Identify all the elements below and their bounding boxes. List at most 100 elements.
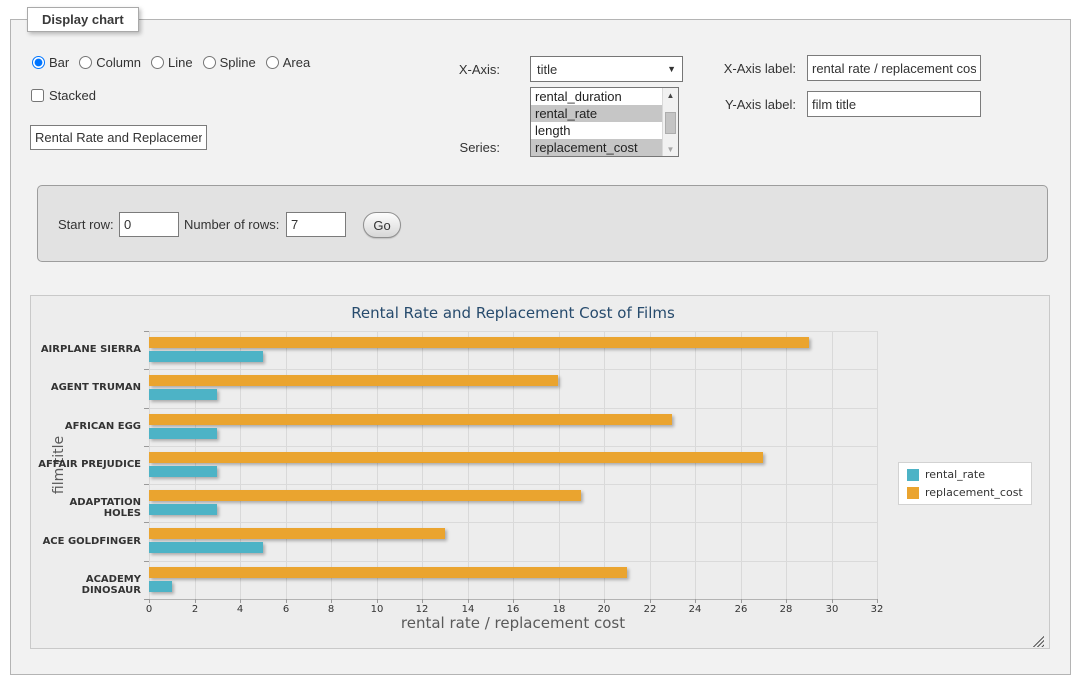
bar-rental_rate (149, 351, 263, 362)
x-tick-mark (195, 599, 196, 603)
y-axis-label-input[interactable] (807, 91, 981, 117)
chart-type-radio-line[interactable] (151, 56, 165, 69)
stacked-row: Stacked (31, 88, 96, 103)
gridline-x (786, 331, 787, 599)
scroll-up-icon[interactable]: ▲ (666, 90, 675, 100)
scrollbar-thumb[interactable] (665, 112, 676, 134)
chart-type-radio-bar[interactable] (32, 56, 45, 69)
category-label: AGENT TRUMAN (50, 382, 141, 394)
gridline-x (377, 331, 378, 599)
x-axis-label-field-label: X-Axis label: (723, 61, 796, 76)
x-tick-label: 8 (327, 604, 335, 615)
series-scrollbar[interactable]: ▲ ▼ (662, 88, 678, 156)
legend-item-rental_rate[interactable]: rental_rate (907, 468, 1023, 481)
gridline-x (422, 331, 423, 599)
x-tick-mark (331, 599, 332, 603)
x-axis-select[interactable]: title ▼ (530, 56, 683, 82)
category-label: AIRPLANE SIERRA (40, 344, 141, 356)
chart-container: Rental Rate and Replacement Cost of Film… (30, 295, 1050, 649)
scroll-down-icon[interactable]: ▼ (666, 144, 675, 154)
x-tick-mark (786, 599, 787, 603)
chart-title-input[interactable] (30, 125, 207, 150)
gridline-y (149, 369, 877, 370)
gridline-x (695, 331, 696, 599)
gridline-x (240, 331, 241, 599)
chart-type-radio-column[interactable] (79, 56, 93, 69)
gridline-y (149, 408, 877, 409)
go-button[interactable]: Go (363, 212, 401, 238)
legend-item-label: replacement_cost (925, 486, 1023, 499)
chart-legend: rental_rate replacement_cost (898, 462, 1032, 505)
x-axis-label-input[interactable] (807, 55, 981, 81)
x-tick-mark (832, 599, 833, 603)
x-tick-label: 10 (370, 604, 384, 615)
x-tick-label: 2 (191, 604, 199, 615)
x-tick-label: 14 (461, 604, 475, 615)
start-row-label: Start row: (58, 217, 114, 232)
bar-replacement_cost (149, 337, 809, 348)
x-tick-mark (149, 599, 150, 603)
chart-type-radio-spline[interactable] (202, 56, 216, 69)
x-tick-mark (650, 599, 651, 603)
category-label: ADAPTATION HOLES (69, 497, 141, 520)
x-tick-mark (559, 599, 560, 603)
x-tick-label: 28 (779, 604, 793, 615)
gridline-x (877, 331, 878, 599)
x-tick-label: 0 (145, 604, 153, 615)
chart-type-radio-label: Column (96, 55, 142, 70)
x-tick-mark (377, 599, 378, 603)
gridline-x (559, 331, 560, 599)
legend-item-replacement_cost[interactable]: replacement_cost (907, 486, 1023, 499)
chart-type-radio-label: Line (168, 55, 193, 70)
bar-rental_rate (149, 389, 217, 400)
gridline-x (468, 331, 469, 599)
x-axis-select-label: X-Axis: (458, 62, 500, 77)
chart-type-radio-group: Bar Column Line Spline Area (32, 55, 310, 70)
series-option[interactable]: replacement_cost (531, 139, 662, 156)
gridline-y (149, 561, 877, 562)
start-row-input[interactable] (119, 212, 179, 237)
series-listbox[interactable]: rental_duration rental_rate length replacem… (530, 87, 679, 157)
x-tick-mark (741, 599, 742, 603)
bar-replacement_cost (149, 528, 445, 539)
stacked-label: Stacked (49, 88, 96, 103)
chart-type-option: Column (79, 55, 141, 70)
y-tick-mark (144, 446, 149, 447)
series-option[interactable]: length (535, 123, 571, 138)
stacked-checkbox[interactable] (31, 89, 44, 102)
x-tick-mark (240, 599, 241, 603)
row-range-panel: Start row: Number of rows: Go (37, 185, 1048, 262)
bar-rental_rate (149, 542, 263, 553)
fieldset-legend: Display chart (27, 7, 139, 32)
y-tick-mark (144, 369, 149, 370)
x-tick-label: 20 (597, 604, 611, 615)
x-tick-label: 16 (506, 604, 520, 615)
x-tick-label: 22 (643, 604, 657, 615)
gridline-x (286, 331, 287, 599)
chevron-down-icon: ▼ (667, 64, 676, 74)
bar-replacement_cost (149, 567, 627, 578)
x-tick-label: 12 (415, 604, 429, 615)
bar-rental_rate (149, 504, 217, 515)
gridline-y (149, 522, 877, 523)
x-tick-label: 4 (236, 604, 244, 615)
number-of-rows-input[interactable] (286, 212, 346, 237)
y-tick-mark (144, 561, 149, 562)
series-option[interactable]: rental_duration (535, 89, 622, 104)
resize-handle-icon[interactable] (1032, 635, 1044, 647)
y-axis-label-field-label: Y-Axis label: (724, 97, 796, 112)
x-tick-label: 30 (825, 604, 839, 615)
gridline-x (149, 331, 150, 599)
gridline-x (195, 331, 196, 599)
chart-type-radio-area[interactable] (265, 56, 279, 69)
bar-replacement_cost (149, 452, 763, 463)
x-tick-mark (422, 599, 423, 603)
x-tick-mark (286, 599, 287, 603)
y-tick-mark (144, 331, 149, 332)
series-option[interactable]: rental_rate (531, 105, 662, 122)
x-tick-mark (877, 599, 878, 603)
chart-type-radio-label: Bar (49, 55, 70, 70)
x-tick-label: 18 (552, 604, 566, 615)
category-label: AFRICAN EGG (64, 420, 141, 432)
number-of-rows-label: Number of rows: (184, 217, 280, 232)
